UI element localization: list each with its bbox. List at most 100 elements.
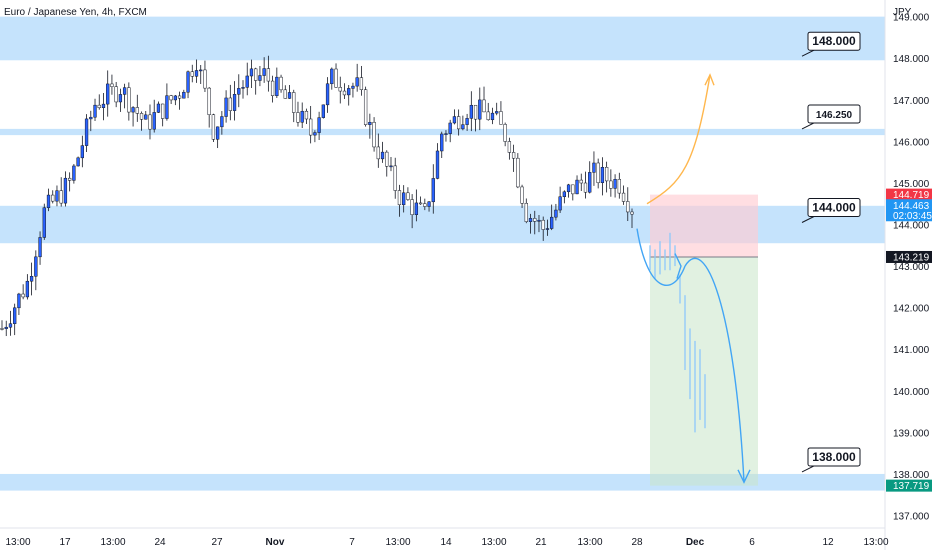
candle-body xyxy=(359,77,364,90)
candle-body xyxy=(300,110,304,123)
candle-body xyxy=(550,216,554,229)
candle xyxy=(84,114,89,152)
candle-body xyxy=(144,114,148,120)
candle xyxy=(435,143,440,180)
candle-body xyxy=(228,97,232,111)
candle xyxy=(144,110,148,120)
candle-body xyxy=(554,209,558,218)
entry-badge-value: 143.219 xyxy=(893,252,930,263)
candle xyxy=(211,113,216,142)
candle xyxy=(4,320,8,337)
candle xyxy=(114,81,118,108)
entry-badge xyxy=(886,250,932,263)
candle-body xyxy=(613,179,617,189)
candle-body xyxy=(304,110,309,120)
candle-body xyxy=(118,94,123,103)
candle-body xyxy=(516,157,520,188)
candle xyxy=(613,174,617,198)
candle-body xyxy=(207,87,211,115)
candle xyxy=(220,111,224,135)
candle-body xyxy=(330,68,334,85)
candle xyxy=(621,185,626,205)
candle xyxy=(423,198,427,211)
candle-body xyxy=(199,69,203,72)
candle xyxy=(139,111,144,131)
candle xyxy=(427,201,431,212)
candle-body xyxy=(245,75,249,88)
candle xyxy=(410,194,414,229)
candle xyxy=(511,144,516,172)
zone-0 xyxy=(0,16,885,61)
candle-body xyxy=(385,151,389,167)
candle xyxy=(237,74,241,108)
candle-body xyxy=(4,326,8,329)
level-labels: 148.000 146.250 144.000 138.000 xyxy=(801,31,861,473)
candle-body xyxy=(232,94,237,111)
candle-body xyxy=(270,80,275,96)
candle-body xyxy=(562,191,566,197)
candle-body xyxy=(499,111,503,125)
candle-body xyxy=(84,118,89,146)
zone-1 xyxy=(0,128,885,136)
x-tick-label: 7 xyxy=(349,537,355,548)
candle xyxy=(321,104,325,119)
candle xyxy=(29,262,34,296)
candle xyxy=(478,87,482,131)
candle xyxy=(592,151,596,186)
candle xyxy=(503,122,507,147)
bid-badge xyxy=(886,199,932,222)
candle-body xyxy=(368,122,372,125)
level-label-box xyxy=(807,198,861,218)
candle-body xyxy=(152,112,156,130)
candle-body xyxy=(402,192,406,206)
candle-body xyxy=(355,77,359,87)
candle-body xyxy=(630,211,634,215)
candle xyxy=(68,172,72,192)
candle xyxy=(630,208,634,228)
candle-body xyxy=(165,95,169,119)
candle-body xyxy=(211,114,216,140)
candle-body xyxy=(617,179,621,194)
candle-body xyxy=(169,95,173,101)
candle xyxy=(461,115,465,131)
candle xyxy=(165,83,169,121)
level-label-box xyxy=(807,104,861,124)
candle xyxy=(17,292,21,316)
candle-body xyxy=(537,219,541,222)
time-scale[interactable]: 13:00 17 13:00 24 27 Nov 7 13:00 14 13:00 21 13:00 2… xyxy=(5,537,888,548)
candle xyxy=(89,110,93,132)
candle-body xyxy=(292,92,296,113)
candle xyxy=(482,86,486,113)
ask-badge-value: 144.719 xyxy=(893,190,930,201)
candle xyxy=(199,65,203,85)
candle xyxy=(351,82,355,98)
level-label-box xyxy=(807,31,861,51)
candle xyxy=(8,310,13,336)
candle-body xyxy=(283,89,287,99)
target-badge xyxy=(886,479,932,492)
y-tick-label: 139.000 xyxy=(893,428,930,439)
candle-body xyxy=(486,111,490,121)
candle-body xyxy=(13,307,17,324)
candle-body xyxy=(435,150,440,179)
candle-body xyxy=(93,104,97,118)
candle xyxy=(604,161,609,193)
price-scale[interactable]: 137.000 138.000 139.000 140.000 141.000 142.0… xyxy=(893,13,930,523)
candle xyxy=(148,104,152,140)
candle-body xyxy=(465,118,469,125)
candle-body xyxy=(249,68,254,77)
candle xyxy=(254,67,258,95)
candle xyxy=(93,98,97,122)
candle-body xyxy=(148,114,152,130)
candle xyxy=(414,189,419,222)
down-arrowhead xyxy=(737,469,751,484)
candle-body xyxy=(8,323,13,328)
candle xyxy=(194,59,199,83)
x-tick-label: 13:00 xyxy=(577,537,602,548)
candle xyxy=(72,163,76,184)
candle-body xyxy=(46,194,51,208)
candle-body xyxy=(609,180,613,189)
candle xyxy=(0,320,4,331)
